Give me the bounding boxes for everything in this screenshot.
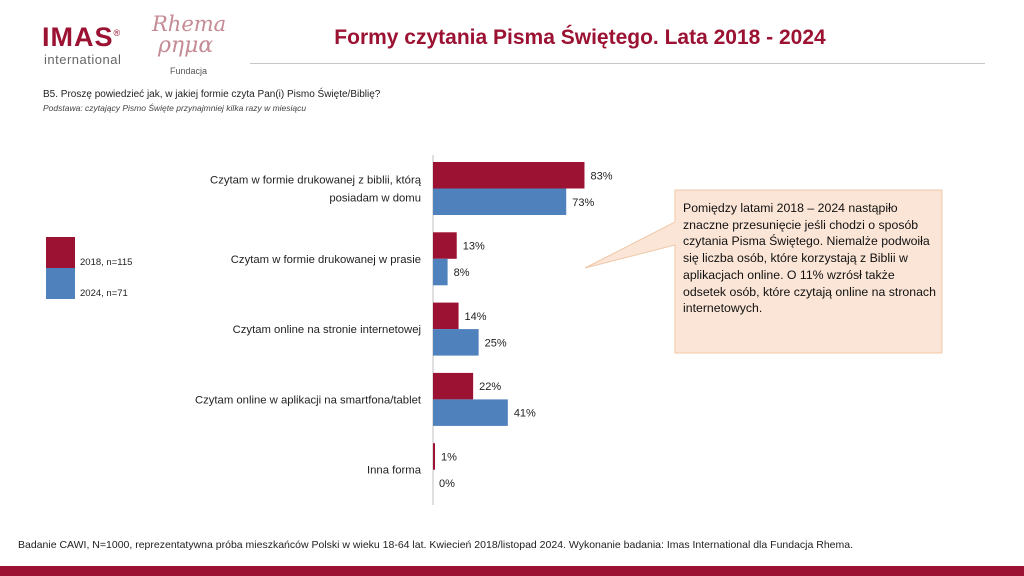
rhema-logo-greek: ρημα	[158, 33, 214, 58]
legend-swatch-2018	[46, 237, 75, 268]
data-label: 14%	[465, 311, 487, 323]
data-label: 13%	[463, 241, 485, 253]
data-label: 22%	[479, 381, 501, 393]
bar-2018	[433, 232, 457, 259]
data-label: 83%	[590, 170, 612, 182]
callout-text: Pomiędzy latami 2018 – 2024 nastąpiło zn…	[683, 201, 936, 316]
survey-question: B5. Proszę powiedzieć jak, w jakiej form…	[43, 89, 381, 100]
bar-2018	[433, 302, 459, 330]
imas-logo-subtitle: international	[44, 52, 122, 67]
footer-note: Badanie CAWI, N=1000, reprezentatywna pr…	[18, 539, 854, 551]
rhema-logo: Rhema	[152, 12, 227, 36]
bar-2024	[433, 188, 567, 215]
data-label: 8%	[454, 267, 470, 279]
bar-2018	[433, 443, 435, 470]
legend-label: 2024, n=71	[80, 288, 128, 299]
bar-2024	[433, 258, 448, 286]
data-label: 1%	[441, 451, 457, 463]
data-label: 0%	[439, 478, 455, 490]
category-label: Czytam w formie drukowanej w prasie	[231, 254, 421, 266]
survey-basis: Podstawa: czytający Pismo Święte przynaj…	[43, 103, 307, 113]
data-label: 41%	[514, 408, 536, 420]
bar-2018	[433, 372, 474, 400]
category-label: Czytam online w aplikacji na smartfona/t…	[195, 394, 422, 406]
bar-2024	[433, 329, 479, 356]
category-label: Inna forma	[367, 465, 422, 477]
legend-label: 2018, n=115	[80, 257, 132, 268]
category-label: posiadam w domu	[329, 193, 421, 205]
category-label: Czytam w formie drukowanej z biblii, któ…	[210, 175, 422, 187]
data-label: 73%	[572, 197, 594, 209]
bar-2024	[433, 399, 508, 426]
data-label: 25%	[485, 337, 507, 349]
callout-bubble	[584, 189, 943, 354]
category-label: Czytam online na stronie internetowej	[233, 324, 421, 336]
title-divider	[250, 63, 985, 64]
bar-2018	[433, 162, 585, 189]
legend-swatch-2024	[46, 268, 75, 299]
bottom-brand-bar	[0, 566, 1024, 576]
rhema-logo-fundacja: Fundacja	[170, 66, 208, 76]
imas-logo: IMAS®	[42, 22, 122, 52]
page-title: Formy czytania Pisma Świętego. Lata 2018…	[334, 26, 826, 49]
